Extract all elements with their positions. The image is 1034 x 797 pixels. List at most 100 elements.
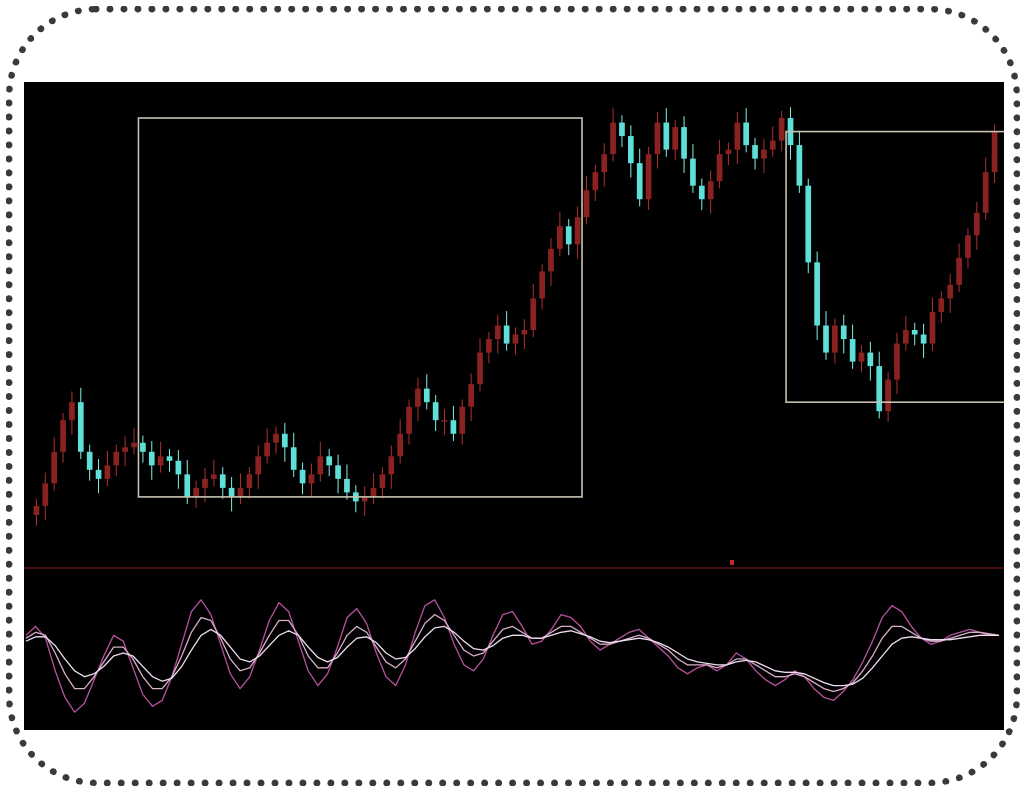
- candle-body: [184, 474, 191, 497]
- candle-body: [920, 334, 927, 344]
- candle-body: [202, 478, 208, 488]
- candle-body: [379, 474, 386, 488]
- candle-body: [601, 154, 608, 173]
- candle-body: [148, 451, 155, 466]
- candle-body: [832, 325, 838, 353]
- candle-body: [814, 262, 820, 326]
- candle-body: [627, 136, 634, 164]
- candle-body: [592, 172, 599, 191]
- candle-body: [299, 469, 306, 484]
- candle-body: [982, 172, 989, 213]
- candle-body: [104, 465, 111, 479]
- candle-body: [796, 145, 803, 186]
- candle-body: [282, 433, 288, 448]
- candle-body: [911, 330, 918, 335]
- candle-body: [512, 334, 519, 344]
- candle-body: [619, 122, 625, 137]
- candle-body: [973, 212, 980, 236]
- divider-marker: [730, 560, 734, 565]
- candle-body: [42, 483, 49, 506]
- candle-body: [494, 325, 501, 340]
- candle-body: [876, 366, 883, 412]
- candle-body: [432, 402, 439, 421]
- candle-body: [894, 343, 900, 380]
- candle-body: [645, 154, 652, 200]
- candle-body: [707, 181, 714, 200]
- candle-body: [423, 388, 430, 403]
- candle-body: [698, 185, 705, 200]
- candle-body: [761, 149, 767, 159]
- candle-body: [965, 235, 971, 258]
- candle-body: [255, 456, 262, 475]
- candle-body: [175, 460, 182, 475]
- candle-body: [805, 185, 812, 263]
- candle-body: [565, 226, 572, 245]
- candle-body: [317, 456, 324, 475]
- candle-body: [335, 465, 341, 479]
- candle-body: [219, 474, 226, 488]
- candle-body: [441, 420, 448, 422]
- candle-body: [264, 442, 270, 457]
- candle-body: [140, 442, 146, 452]
- candle-body: [867, 352, 874, 367]
- highlight-box: [785, 130, 1004, 403]
- candle-body: [539, 271, 545, 299]
- candle-body: [273, 433, 279, 443]
- candle-body: [290, 447, 297, 470]
- candle-body: [246, 474, 253, 488]
- candle-body: [113, 451, 120, 466]
- candle-body: [33, 505, 40, 515]
- candle-body: [193, 487, 199, 497]
- candle-body: [131, 442, 137, 448]
- candle-body: [157, 456, 164, 466]
- candle-body: [956, 257, 962, 285]
- candle-body: [769, 140, 776, 150]
- candle-body: [663, 122, 670, 150]
- candle-body: [654, 122, 661, 155]
- candle-body: [849, 339, 856, 362]
- candle-body: [486, 339, 492, 353]
- candle-body: [468, 384, 474, 407]
- candle-body: [885, 379, 891, 412]
- candle-body: [583, 190, 590, 218]
- candle-body: [938, 298, 945, 312]
- candle-body: [610, 122, 616, 155]
- oscillator-line-3: [25, 625, 999, 687]
- candle-body: [69, 402, 75, 421]
- candle-body: [397, 433, 404, 457]
- candle-body: [122, 447, 128, 452]
- candle-body: [77, 402, 84, 452]
- chart-background: [24, 82, 1004, 730]
- candle-body: [86, 451, 93, 470]
- dotted-rounded-frame: [6, 6, 1020, 786]
- candle-body: [557, 226, 563, 249]
- candle-body: [681, 127, 687, 159]
- candle-body: [228, 487, 235, 497]
- candle-body: [361, 496, 368, 502]
- candle-body: [716, 154, 723, 182]
- candle-body: [406, 406, 412, 434]
- candle-body: [60, 420, 66, 452]
- candle-body: [415, 388, 421, 407]
- candle-body: [823, 325, 829, 353]
- candle-body: [211, 474, 217, 479]
- candle-body: [672, 127, 679, 150]
- candle-body: [725, 149, 732, 155]
- candle-body: [503, 325, 510, 344]
- candle-body: [734, 122, 741, 150]
- candle-body: [840, 325, 847, 340]
- highlight-box: [137, 117, 583, 498]
- candle-body: [237, 487, 244, 497]
- candle-body: [903, 330, 909, 344]
- oscillator-line-1: [25, 599, 999, 713]
- price-panel: [33, 107, 1004, 526]
- candle-body: [530, 298, 537, 331]
- candle-body: [388, 456, 395, 475]
- candle-body: [308, 474, 315, 484]
- candle-body: [370, 487, 377, 497]
- candle-body: [636, 163, 643, 200]
- candle-body: [344, 478, 350, 493]
- candle-body: [778, 118, 785, 141]
- candle-body: [95, 469, 102, 479]
- candle-body: [991, 131, 998, 173]
